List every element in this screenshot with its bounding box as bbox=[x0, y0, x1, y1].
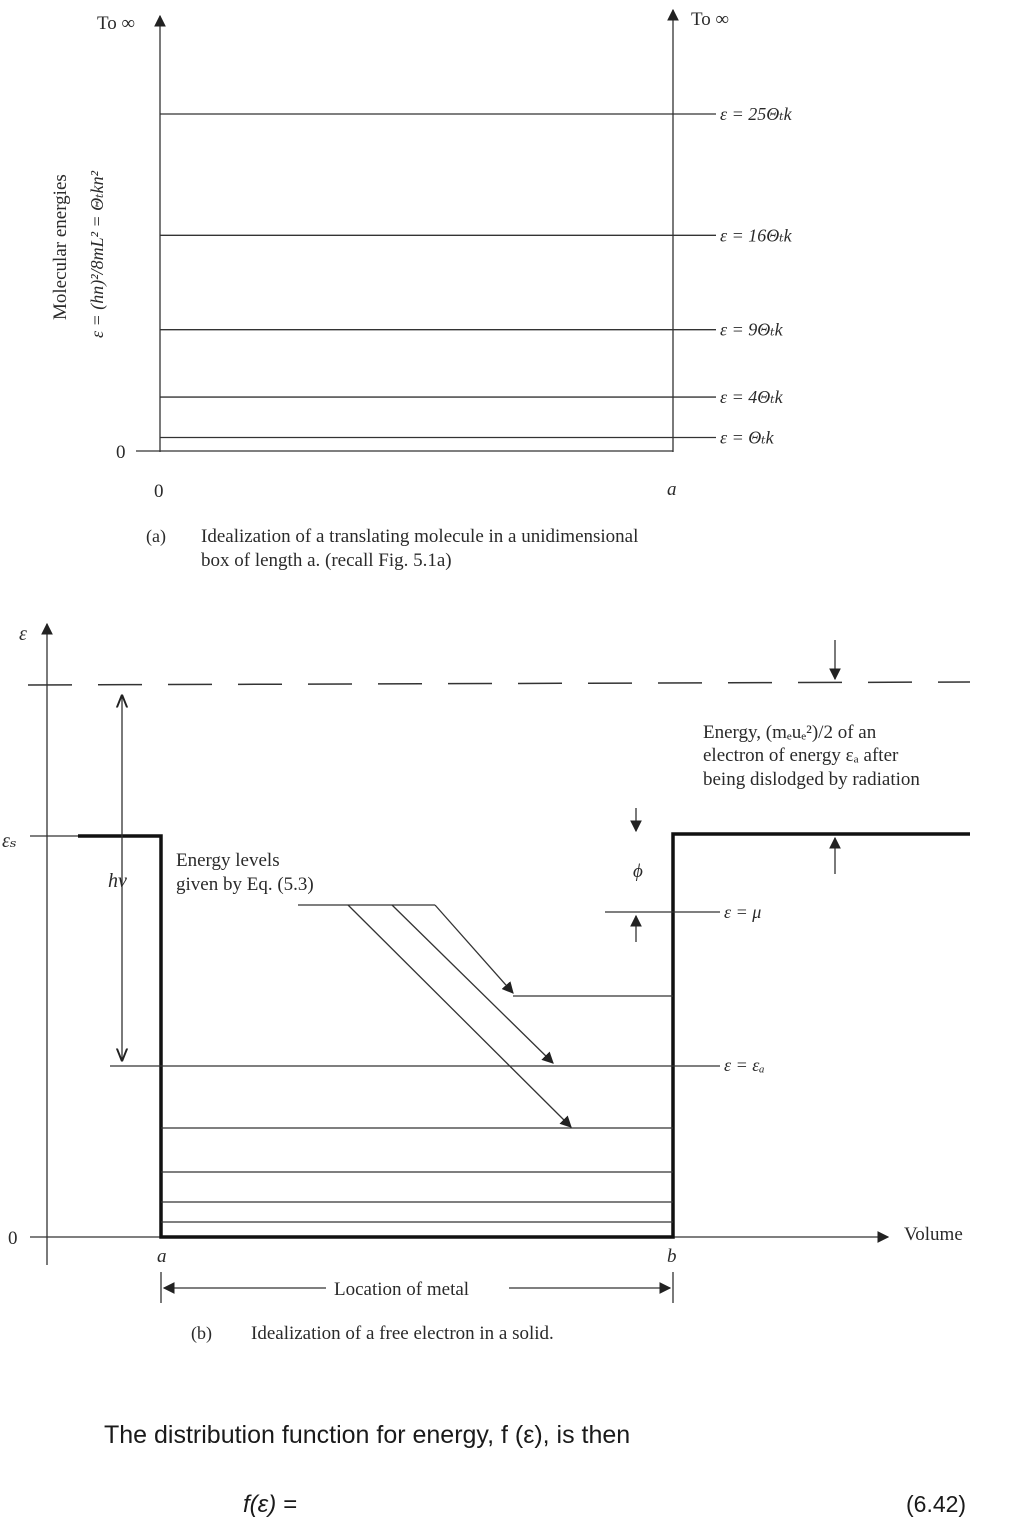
volume-label: Volume bbox=[904, 1224, 963, 1245]
zero-label: 0 bbox=[8, 1228, 18, 1249]
top-right-infinity-label: To ∞ bbox=[691, 9, 729, 30]
zero-x-label: 0 bbox=[154, 481, 164, 502]
location-of-metal-label: Location of metal bbox=[334, 1279, 469, 1300]
energy-level-label-1: ε = 25Θₜk bbox=[720, 104, 793, 124]
es-label: εₛ bbox=[2, 830, 17, 852]
energy-note-line2: electron of energy εₐ after bbox=[703, 745, 899, 766]
mu-label: ε = μ bbox=[724, 902, 761, 922]
energy-axis-label: ε bbox=[19, 623, 27, 645]
energy-note-line3: being dislodged by radiation bbox=[703, 769, 920, 790]
caption-a-line2: box of length a. (recall Fig. 5.1a) bbox=[201, 550, 452, 571]
energy-levels: ε = 25Θₜk ε = 16Θₜk ε = 9Θₜk ε = 4Θₜk ε = Θₜ… bbox=[160, 104, 793, 448]
figure-a: ε = 25Θₜk ε = 16Θₜk ε = 9Θₜk ε = 4Θₜk ε = Θₜ… bbox=[50, 8, 793, 571]
dislodged-energy-level bbox=[27, 681, 971, 686]
levels-pointer-2 bbox=[391, 904, 554, 1064]
levels-pointer-1 bbox=[434, 904, 514, 994]
caption-a-line1: Idealization of a translating molecule i… bbox=[201, 526, 638, 547]
equation-number: (6.42) bbox=[906, 1491, 966, 1517]
energy-level-label-5: ε = Θₜk bbox=[720, 428, 775, 448]
levels-note-line2: given by Eq. (5.3) bbox=[176, 874, 314, 895]
body-text: The distribution function for energy, f … bbox=[104, 1421, 966, 1518]
y-axis-label-line2: ε = (hn)²/8mL² = Θₜkn² bbox=[87, 170, 108, 338]
energy-level-label-3: ε = 9Θₜk bbox=[720, 320, 784, 340]
y-axis-label-line1: Molecular energies bbox=[50, 174, 71, 320]
energy-note-line1: Energy, (mₑuₑ²)/2 of an bbox=[703, 722, 877, 743]
a-label: a bbox=[157, 1246, 167, 1267]
caption-b-tag: (b) bbox=[191, 1323, 212, 1344]
b-label: b bbox=[667, 1246, 677, 1267]
phi-label: ϕ bbox=[633, 861, 643, 882]
distribution-sentence: The distribution function for energy, f … bbox=[104, 1421, 630, 1449]
energy-level-label-2: ε = 16Θₜk bbox=[720, 225, 793, 245]
zero-y-label: 0 bbox=[116, 442, 126, 463]
hv-label: hν bbox=[108, 870, 127, 892]
ea-label: ε = εₐ bbox=[724, 1055, 765, 1075]
levels-pointer-3 bbox=[347, 904, 572, 1128]
box-length-label: a bbox=[667, 479, 677, 500]
figure-b: ε εₛ 0 hν ϕ ε = μ ε = εₐ Volume a b Loca… bbox=[2, 622, 971, 1344]
levels-note-line1: Energy levels bbox=[176, 850, 280, 871]
top-left-infinity-label: To ∞ bbox=[97, 13, 135, 34]
caption-b-text: Idealization of a free electron in a sol… bbox=[251, 1323, 554, 1344]
potential-well bbox=[78, 832, 970, 1239]
equation-lhs: f(ε) = bbox=[243, 1491, 297, 1518]
energy-level-label-4: ε = 4Θₜk bbox=[720, 387, 784, 407]
caption-a-tag: (a) bbox=[146, 526, 166, 547]
